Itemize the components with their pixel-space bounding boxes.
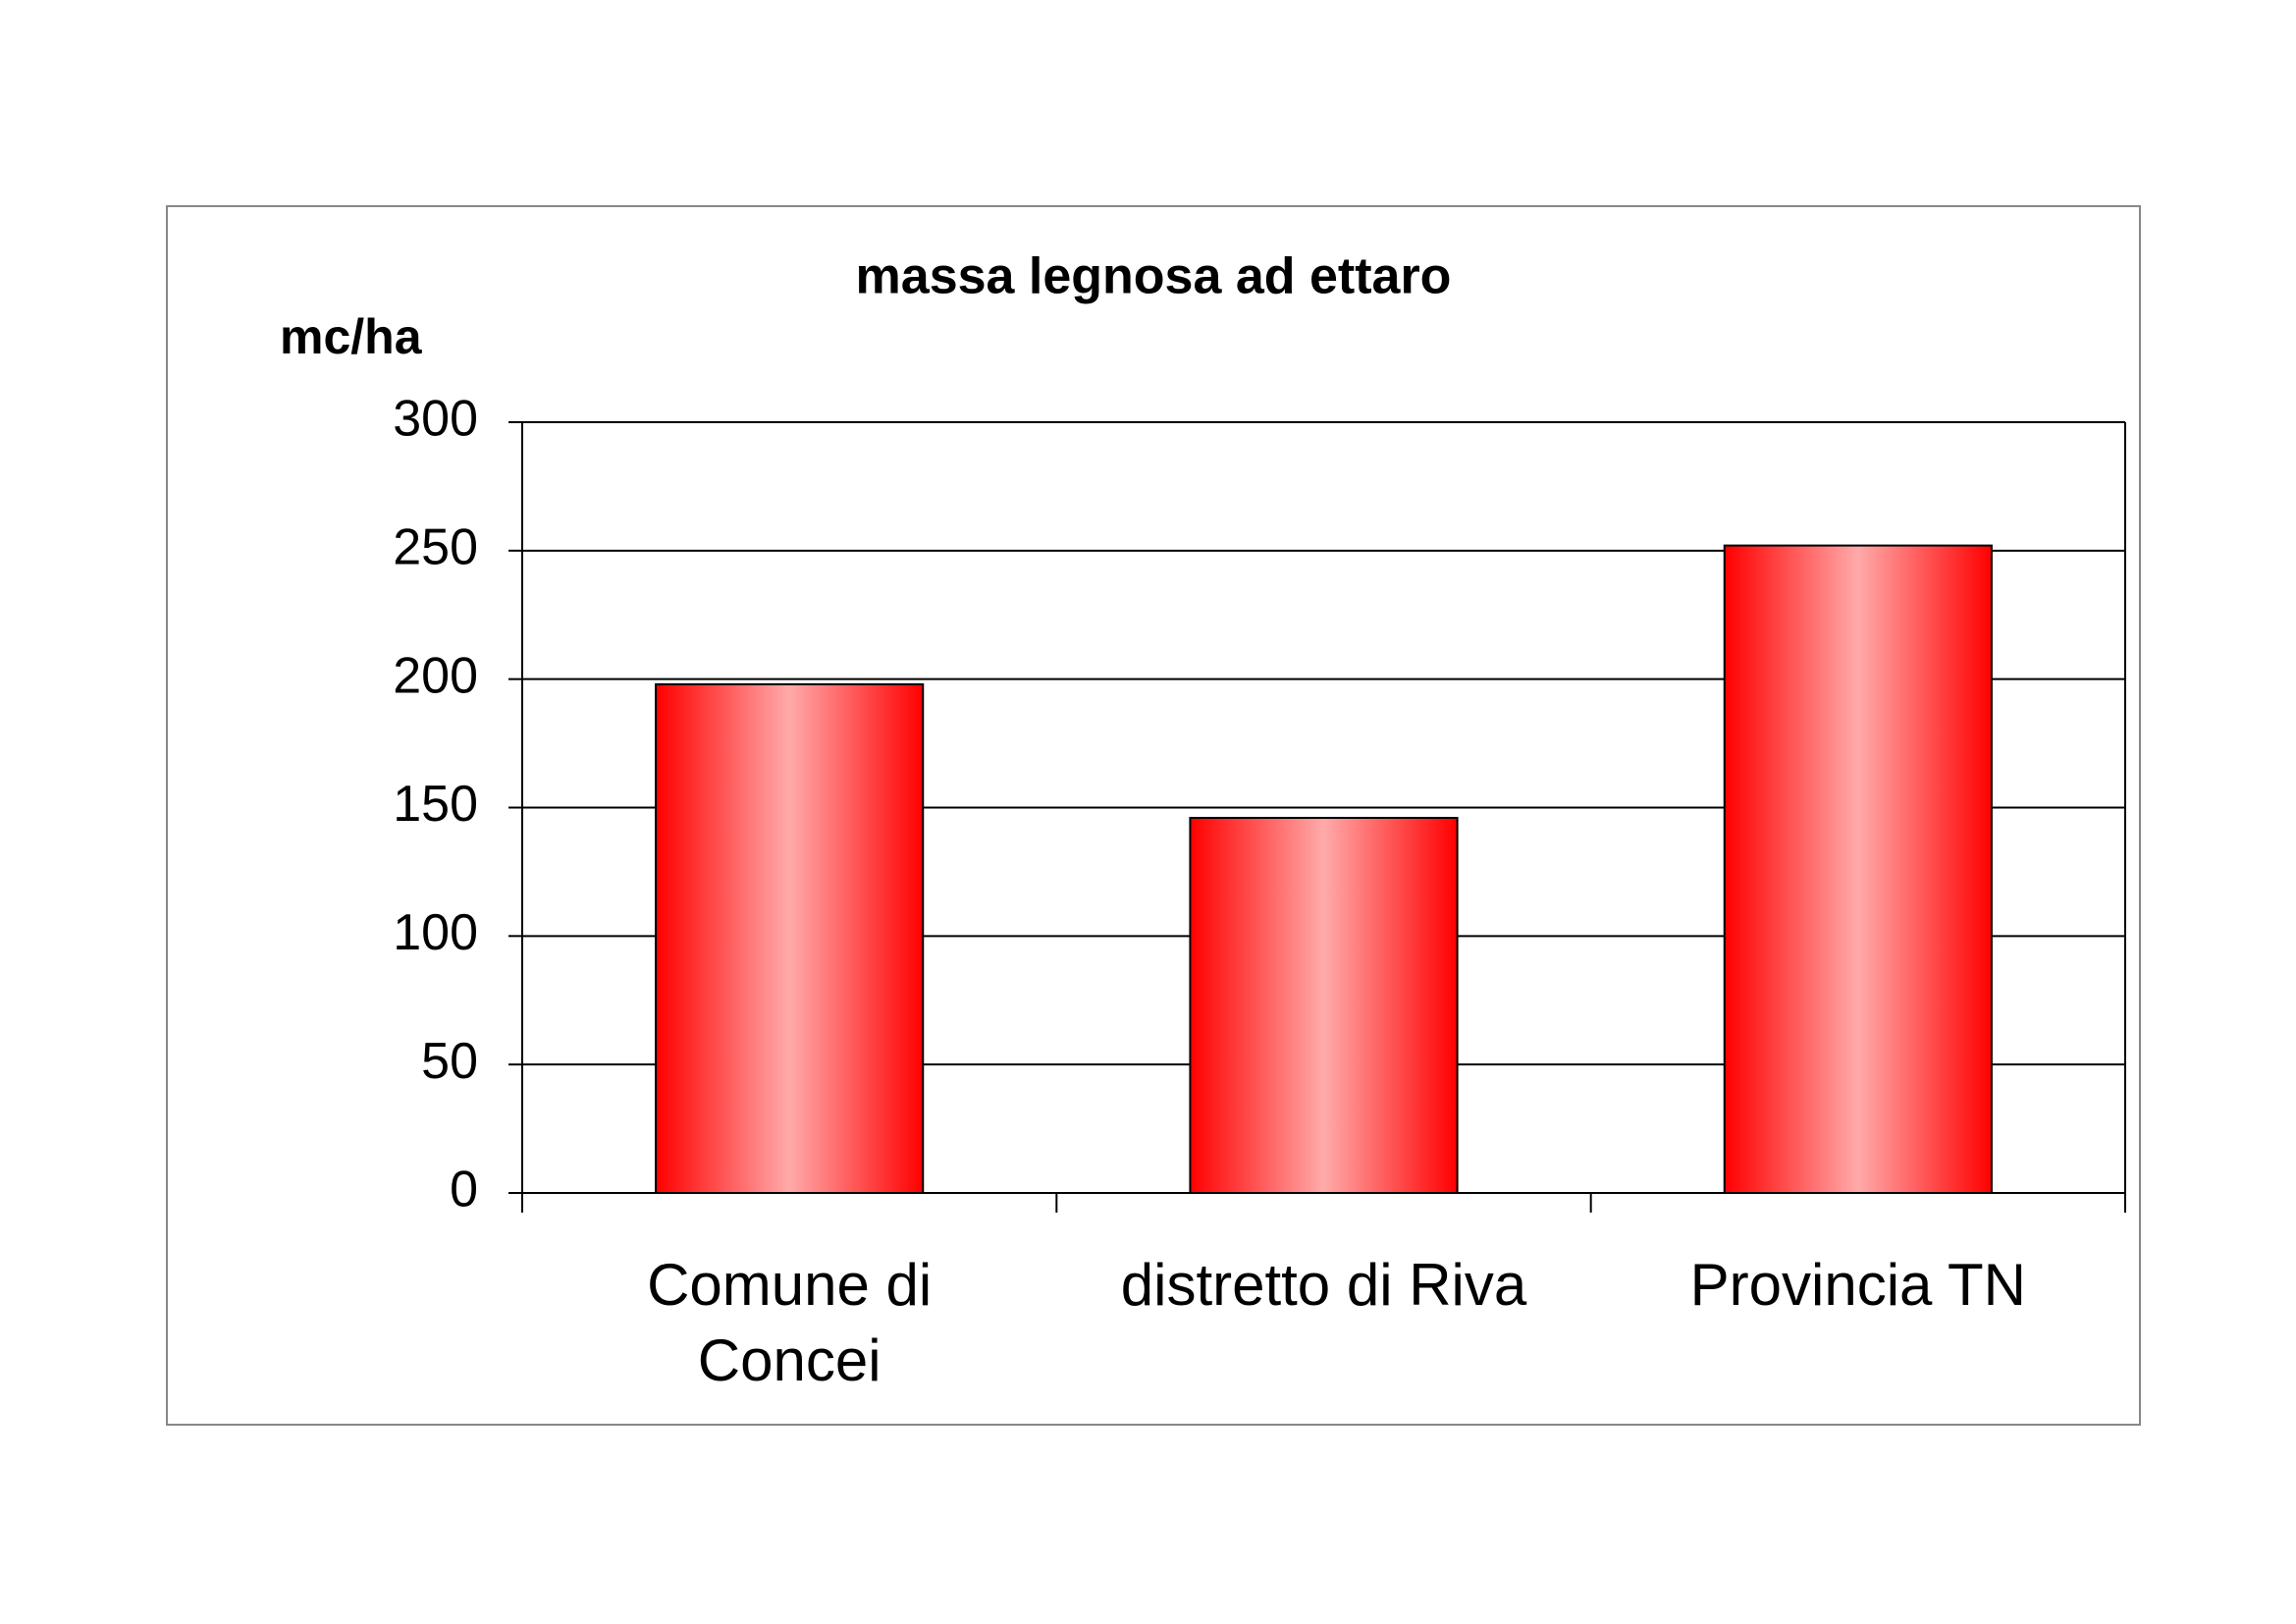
bar [1723,544,1993,1194]
bar [655,682,925,1194]
y-tick-label: 300 [393,391,478,448]
y-axis-label: mc/ha [280,309,423,364]
x-tick-label: Provincia TN [1689,1252,2026,1318]
chart-title: massa legnosa ad ettaro [856,248,1452,305]
y-tick-label: 50 [421,1033,478,1090]
bar [1189,816,1459,1194]
y-tick-label: 200 [393,647,478,704]
x-tick-label: distretto di Riva [1120,1252,1527,1318]
x-tick-label: Comune di Concei [647,1252,933,1393]
y-tick-label: 0 [450,1162,478,1218]
y-tick-label: 100 [393,904,478,961]
y-tick-label: 150 [393,776,478,833]
y-tick-label: 250 [393,519,478,576]
